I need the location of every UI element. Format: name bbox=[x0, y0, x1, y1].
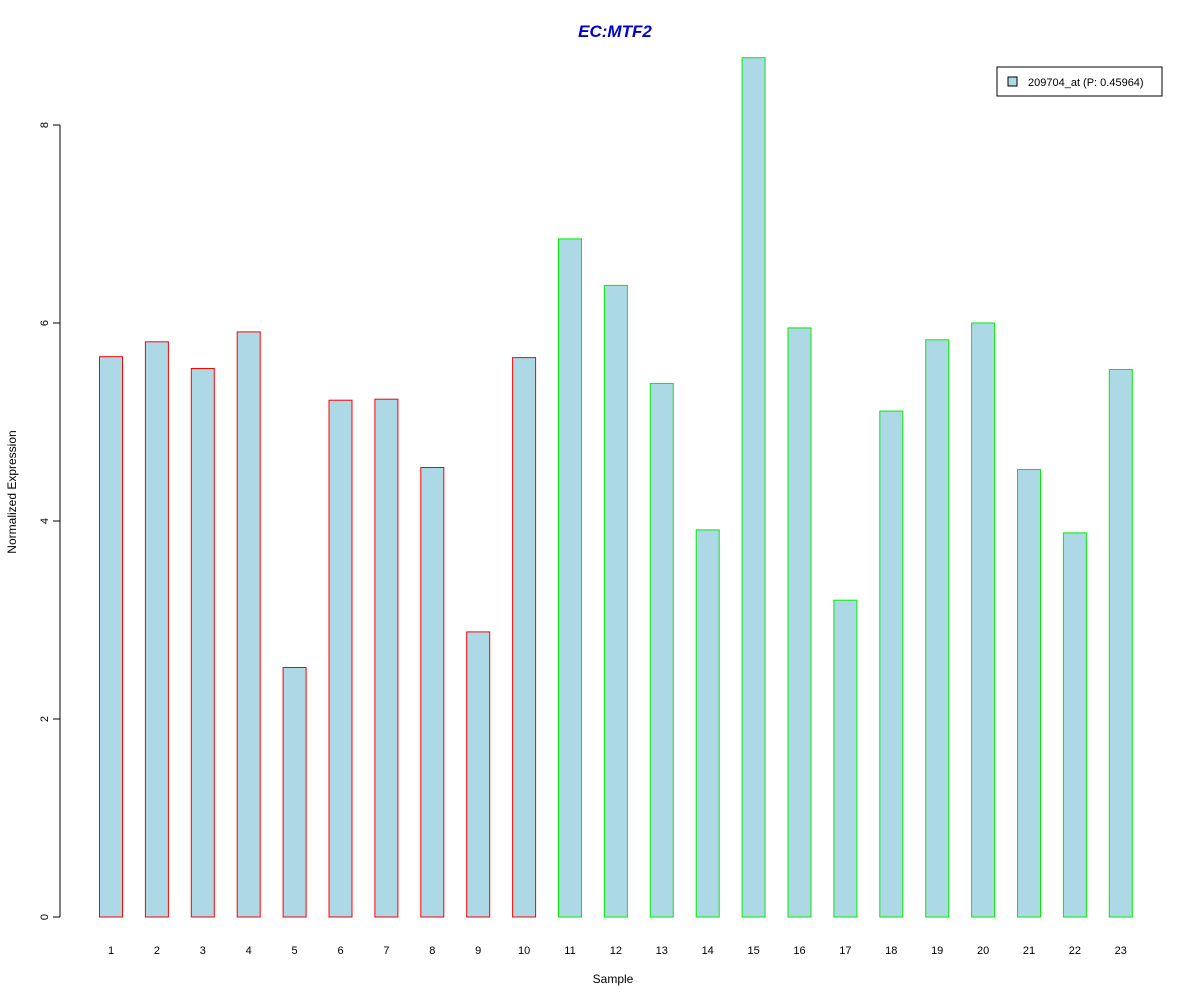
y-tick-label: 6 bbox=[39, 320, 51, 326]
x-tick-label: 18 bbox=[885, 945, 897, 957]
y-axis: 0 2 4 6 8 bbox=[39, 122, 61, 920]
x-tick-labels: 1 2 3 4 5 6 7 8 9 10 11 12 13 14 15 16 17 18 19 20 21 22 23 bbox=[108, 945, 1127, 957]
bar-sample-11 bbox=[558, 238, 582, 918]
legend-label: 209704_at (P: 0.45964) bbox=[1028, 77, 1144, 89]
legend-swatch bbox=[1007, 76, 1018, 87]
bar-sample-12 bbox=[603, 284, 628, 918]
bar-sample-10 bbox=[512, 357, 537, 918]
chart-title: EC:MTF2 bbox=[578, 22, 652, 41]
bar-sample-19 bbox=[925, 339, 950, 918]
x-tick-label: 8 bbox=[429, 945, 435, 957]
y-tick-label: 2 bbox=[39, 716, 51, 722]
y-tick-label: 4 bbox=[39, 518, 51, 524]
x-tick-label: 21 bbox=[1023, 945, 1035, 957]
bars-group bbox=[99, 57, 1133, 918]
x-tick-label: 11 bbox=[564, 945, 575, 957]
bar-sample-4 bbox=[236, 331, 261, 918]
bar-sample-2 bbox=[144, 341, 169, 918]
x-tick-label: 10 bbox=[518, 945, 530, 957]
x-tick-label: 1 bbox=[108, 945, 114, 957]
bar-sample-23 bbox=[1108, 369, 1133, 918]
bar-sample-7 bbox=[374, 398, 399, 918]
x-tick-label: 15 bbox=[747, 945, 759, 957]
x-tick-label: 23 bbox=[1115, 945, 1127, 957]
x-tick-label: 13 bbox=[656, 945, 668, 957]
x-tick-label: 6 bbox=[337, 945, 343, 957]
legend-box bbox=[996, 66, 1163, 97]
bar-sample-6 bbox=[328, 399, 353, 918]
bar-sample-1 bbox=[99, 356, 123, 918]
bar-sample-5 bbox=[282, 667, 307, 918]
bar-sample-18 bbox=[879, 410, 904, 918]
x-tick-label: 2 bbox=[154, 945, 160, 957]
x-tick-label: 5 bbox=[292, 945, 298, 957]
y-tick-label: 0 bbox=[39, 914, 51, 920]
bar-sample-20 bbox=[971, 322, 996, 918]
x-tick-label: 14 bbox=[702, 945, 714, 957]
bar-sample-14 bbox=[695, 529, 720, 918]
bar-sample-16 bbox=[787, 327, 812, 918]
x-tick-label: 3 bbox=[200, 945, 206, 957]
bar-sample-3 bbox=[190, 368, 215, 918]
bar-sample-8 bbox=[420, 467, 445, 918]
bar-sample-15 bbox=[741, 57, 766, 918]
x-tick-label: 19 bbox=[931, 945, 943, 957]
x-tick-label: 9 bbox=[475, 945, 481, 957]
x-tick-label: 4 bbox=[246, 945, 252, 957]
x-tick-label: 20 bbox=[977, 945, 989, 957]
y-tick-label: 8 bbox=[39, 122, 51, 128]
y-axis-label: Normalized Expression bbox=[5, 430, 19, 553]
x-tick-label: 12 bbox=[610, 945, 622, 957]
x-axis-label: Sample bbox=[593, 972, 634, 986]
bar-sample-17 bbox=[833, 599, 858, 918]
bar-sample-22 bbox=[1062, 532, 1087, 918]
legend: 209704_at (P: 0.45964) bbox=[996, 66, 1163, 97]
x-tick-label: 7 bbox=[383, 945, 389, 957]
x-tick-label: 16 bbox=[793, 945, 805, 957]
x-tick-label: 17 bbox=[839, 945, 851, 957]
bar-sample-21 bbox=[1017, 469, 1041, 918]
bar-sample-9 bbox=[466, 631, 491, 918]
bar-sample-13 bbox=[649, 382, 674, 918]
x-tick-label: 22 bbox=[1069, 945, 1081, 957]
